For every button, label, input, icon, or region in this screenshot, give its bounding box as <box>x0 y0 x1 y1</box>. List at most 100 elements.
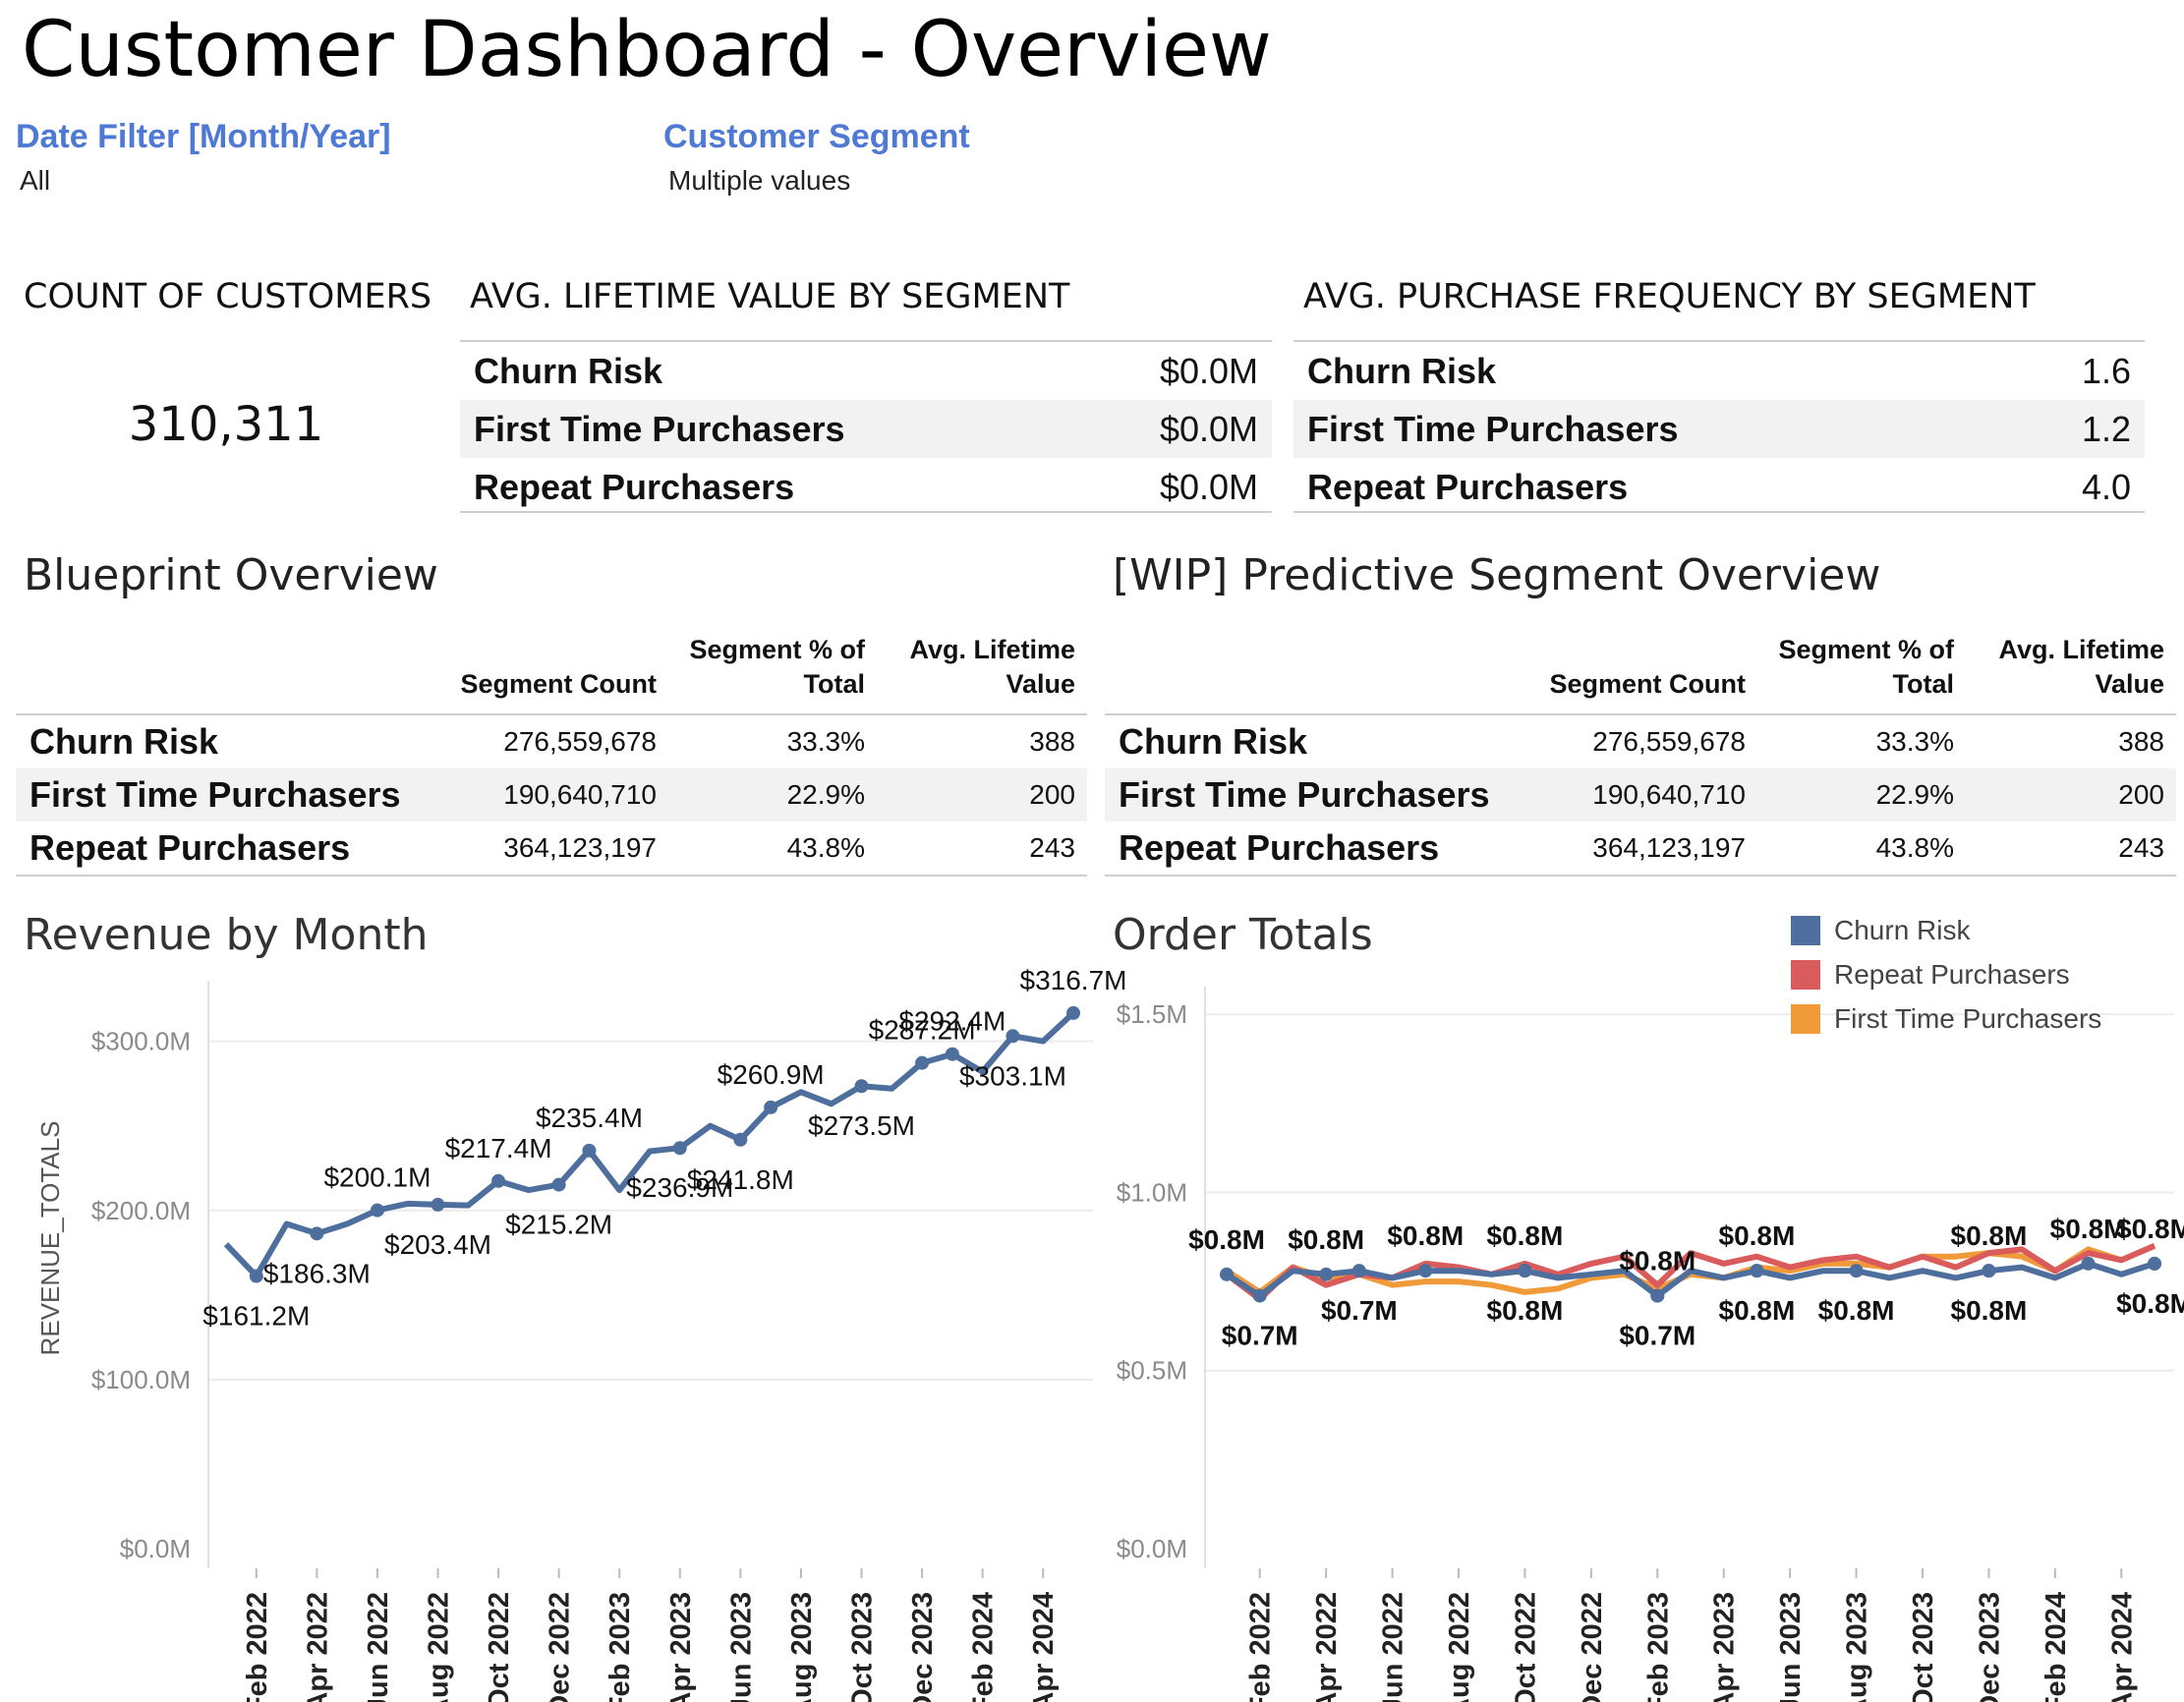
x-tick-label: Apr 2022 <box>1311 1592 1343 1702</box>
table-header-row: Segment Count Segment % of Total Avg. Li… <box>16 633 1087 714</box>
segment-ltv: 243 <box>2118 832 2164 863</box>
x-tick-label: Aug 2022 <box>424 1592 455 1702</box>
data-label: $0.8M <box>1288 1224 1364 1255</box>
data-label: $292.4M <box>898 1006 1006 1037</box>
table-row: First Time Purchasers $0.0M <box>460 400 1272 458</box>
x-tick-label: Dec 2023 <box>1974 1592 2005 1702</box>
x-tick-label: Oct 2023 <box>847 1592 879 1702</box>
segment-filter-label[interactable]: Customer Segment <box>663 118 970 155</box>
x-tick-label: Dec 2022 <box>1577 1592 1608 1702</box>
x-tick-label: Feb 2024 <box>2040 1592 2072 1702</box>
table-header-row: Segment Count Segment % of Total Avg. Li… <box>1105 633 2176 714</box>
data-point <box>551 1177 566 1192</box>
avg-lifetime-heading: AVG. LIFETIME VALUE BY SEGMENT <box>470 277 1070 316</box>
series-line <box>223 1010 1076 1279</box>
data-label: $0.8M <box>1387 1220 1464 1251</box>
data-label: $0.8M <box>1487 1220 1564 1251</box>
segment-ltv: 388 <box>1029 726 1075 757</box>
x-tick-label: Dec 2023 <box>907 1592 939 1702</box>
segment-count: 190,640,710 <box>460 768 668 822</box>
segment-pct: 33.3% <box>1875 726 1954 757</box>
data-point <box>431 1197 445 1212</box>
column-header-segment-pct: Segment % of Total <box>1778 635 1954 699</box>
x-tick-label: Oct 2022 <box>1510 1592 1541 1702</box>
data-point <box>1750 1264 1764 1278</box>
table-row: First Time Purchasers 190,640,710 22.9% … <box>16 768 1087 822</box>
data-point <box>1066 1005 1080 1020</box>
segment-pct: 22.9% <box>668 768 877 822</box>
y-axis-title: REVENUE_TOTALS <box>35 1121 65 1356</box>
data-label: $0.8M <box>1487 1295 1564 1326</box>
data-point <box>672 1141 687 1156</box>
data-label: $287.2M <box>869 1015 976 1046</box>
orders-chart-legend: Churn Risk Repeat Purchasers First Time Pu… <box>1791 908 2101 1041</box>
data-label: $0.8M <box>2050 1214 2127 1244</box>
data-label: $0.7M <box>1222 1321 1298 1351</box>
x-tick-label: Jun 2023 <box>1775 1592 1807 1702</box>
column-header-segment-pct: Segment % of Total <box>689 635 865 699</box>
data-point <box>945 1047 959 1061</box>
x-tick-label: Jun 2023 <box>725 1592 757 1702</box>
segment-name: Repeat Purchasers <box>474 466 795 507</box>
table-row: First Time Purchasers 1.2 <box>1293 400 2145 458</box>
data-point <box>1418 1264 1433 1278</box>
data-point <box>1220 1267 1234 1281</box>
data-point <box>1319 1267 1334 1281</box>
x-tick-label: Apr 2024 <box>1028 1592 1060 1702</box>
table-row: Churn Risk $0.0M <box>460 342 1272 400</box>
data-label: $215.2M <box>505 1210 612 1240</box>
x-tick-label: Aug 2023 <box>786 1592 818 1702</box>
data-point <box>1849 1264 1864 1278</box>
blueprint-table: Segment Count Segment % of Total Avg. Li… <box>16 633 1087 877</box>
x-tick-label: Feb 2023 <box>1642 1592 1674 1702</box>
x-tick-label: Apr 2023 <box>665 1592 697 1702</box>
segment-ltv: 200 <box>1966 768 2176 822</box>
segment-name: First Time Purchasers <box>460 400 1088 458</box>
data-point <box>1982 1264 1996 1278</box>
avg-lifetime-table: Churn Risk $0.0M First Time Purchasers $0.… <box>460 342 1272 516</box>
legend-item[interactable]: Churn Risk <box>1791 908 2101 952</box>
avg-frequency-heading: AVG. PURCHASE FREQUENCY BY SEGMENT <box>1303 277 2036 316</box>
data-label: $0.8M <box>1719 1220 1796 1251</box>
data-point <box>915 1055 930 1070</box>
legend-item[interactable]: First Time Purchasers <box>1791 996 2101 1041</box>
segment-name: Repeat Purchasers <box>1307 466 1629 507</box>
segment-name: First Time Purchasers <box>16 768 460 822</box>
y-tick-label: $0.5M <box>1117 1356 1187 1386</box>
segment-ltv: 243 <box>1029 832 1075 863</box>
y-tick-label: $0.0M <box>120 1534 191 1563</box>
column-header-segment-count: Segment Count <box>1549 669 1747 699</box>
x-tick-label: Dec 2022 <box>545 1592 576 1702</box>
orders-chart-title: Order Totals <box>1113 910 1373 960</box>
data-label: $241.8M <box>687 1164 794 1195</box>
segment-filter-value[interactable]: Multiple values <box>668 165 851 196</box>
avg-frequency-table: Churn Risk 1.6 First Time Purchasers 1.2 R… <box>1293 342 2145 516</box>
y-tick-label: $300.0M <box>91 1027 191 1056</box>
segment-name: Churn Risk <box>1307 350 1497 391</box>
segment-name: Churn Risk <box>474 350 663 391</box>
legend-swatch <box>1791 915 1820 945</box>
table-row: Churn Risk 276,559,678 33.3% 388 <box>1105 714 2176 768</box>
series-line <box>1225 1260 2155 1299</box>
segment-value: $0.0M <box>1159 466 1258 507</box>
data-point <box>249 1269 263 1283</box>
data-label: $0.8M <box>2116 1214 2184 1244</box>
data-label: $316.7M <box>1020 965 1127 995</box>
date-filter-label[interactable]: Date Filter [Month/Year] <box>16 118 391 155</box>
x-tick-label: Feb 2022 <box>242 1592 273 1702</box>
legend-item[interactable]: Repeat Purchasers <box>1791 952 2101 996</box>
date-filter-value[interactable]: All <box>20 165 51 196</box>
x-tick-label: Oct 2022 <box>484 1592 515 1702</box>
y-tick-label: $200.0M <box>91 1196 191 1225</box>
segment-count: 276,559,678 <box>503 726 657 757</box>
legend-label: Repeat Purchasers <box>1834 958 2070 990</box>
y-tick-label: $1.0M <box>1117 1177 1187 1207</box>
count-of-customers-heading: COUNT OF CUSTOMERS <box>24 277 432 316</box>
revenue-chart-title: Revenue by Month <box>24 910 429 960</box>
data-label: $217.4M <box>445 1133 552 1163</box>
data-point <box>1006 1029 1020 1044</box>
data-point <box>310 1226 324 1241</box>
data-label: $235.4M <box>536 1103 643 1133</box>
segment-count: 276,559,678 <box>1592 726 1746 757</box>
segment-value: 1.6 <box>2081 350 2131 391</box>
